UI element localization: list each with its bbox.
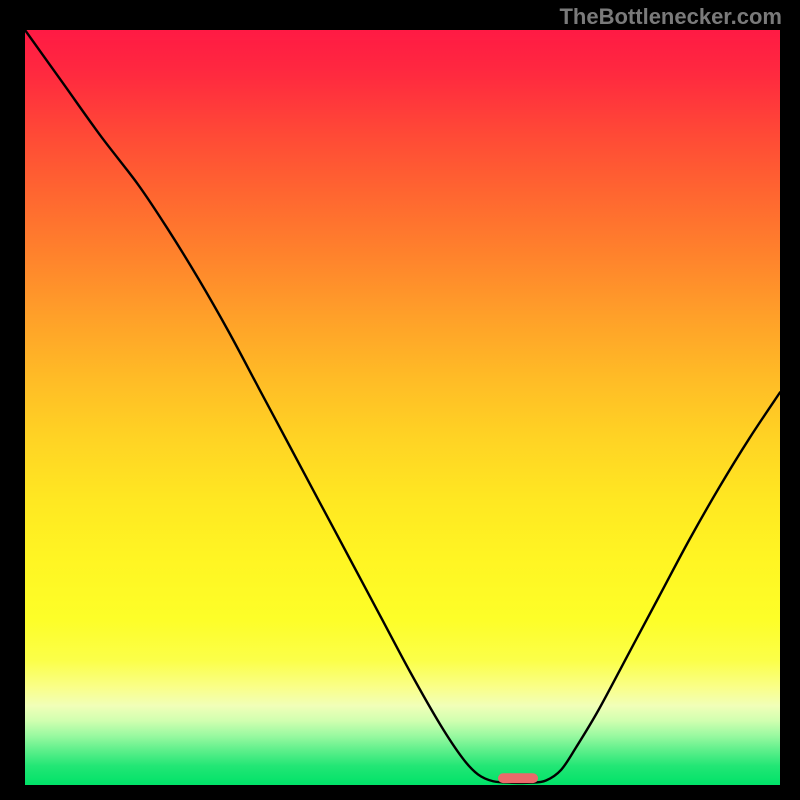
watermark-text: TheBottlenecker.com — [559, 4, 782, 30]
plot-area — [25, 30, 780, 785]
bottleneck-curve — [25, 30, 780, 783]
curve-svg — [25, 30, 780, 785]
chart-wrapper: TheBottlenecker.com — [0, 0, 800, 800]
optimal-marker — [498, 773, 538, 783]
